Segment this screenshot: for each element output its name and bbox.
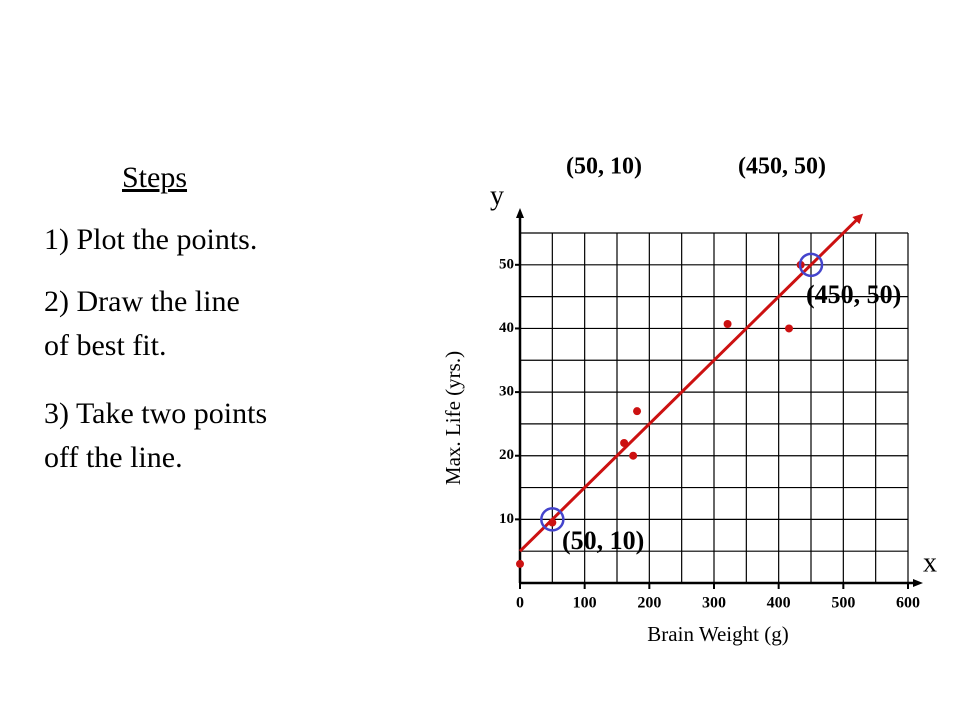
point	[633, 407, 642, 416]
y-axis-name: y	[490, 180, 504, 211]
highlight-circle	[798, 252, 824, 278]
point	[548, 518, 557, 527]
steps-title: Steps	[122, 161, 188, 194]
point	[723, 320, 732, 328]
x-tick-label: 200	[637, 595, 661, 612]
y-tick-label: 10	[499, 511, 514, 527]
step-line: 2) Draw the line	[44, 285, 240, 318]
highlight-label: (450, 50)	[806, 280, 901, 309]
x-axis-label: Brain Weight (g)	[647, 622, 788, 646]
point	[620, 439, 629, 447]
step-line: 1) Plot the points.	[44, 223, 258, 256]
point-header: (50, 10)	[566, 154, 642, 180]
step-line: of best fit.	[44, 329, 167, 362]
y-tick-label: 50	[499, 256, 514, 272]
x-tick-label: 100	[573, 595, 597, 612]
x-tick-label: 500	[831, 595, 855, 612]
x-axis-name: x	[923, 547, 937, 578]
x-tick-label: 300	[702, 595, 726, 612]
step-line: 3) Take two points	[44, 397, 268, 430]
y-axis-label: Max. Life (yrs.)	[441, 351, 465, 485]
fit-line	[518, 213, 864, 553]
y-tick-label: 30	[499, 384, 514, 400]
x-tick-label: 400	[767, 595, 791, 612]
highlight-label: (50, 10)	[562, 526, 644, 555]
y-tick-label: 20	[499, 447, 514, 463]
highlight-circle	[540, 507, 565, 532]
point	[785, 324, 794, 333]
point-header: (450, 50)	[738, 154, 826, 180]
x-tick-label: 0	[516, 595, 524, 612]
point	[516, 559, 524, 568]
y-tick-label: 40	[499, 320, 514, 336]
step-line: off the line.	[44, 441, 183, 474]
x-tick-label: 600	[896, 595, 920, 612]
point	[629, 451, 638, 460]
